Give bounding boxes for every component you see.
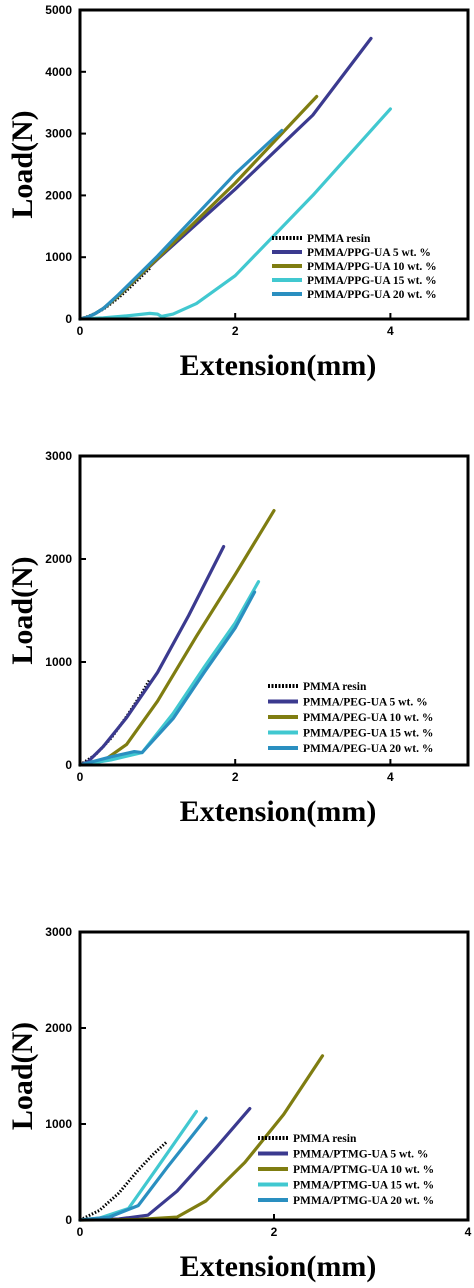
x-axis-label: Extension(mm)	[180, 349, 377, 382]
x-tick-label: 2	[232, 770, 239, 784]
series-line-5	[78, 590, 257, 767]
series-line-5	[78, 128, 284, 321]
x-tick-label: 4	[465, 1225, 472, 1239]
y-tick-label: 2000	[45, 552, 72, 566]
x-tick-label: 0	[77, 770, 84, 784]
legend-label-5: PMMA/PEG-UA 20 wt. %	[303, 743, 433, 755]
y-tick-label: 3000	[45, 127, 72, 141]
y-tick-label: 3000	[45, 449, 72, 463]
legend-label-4: PMMA/PEG-UA 15 wt. %	[303, 728, 433, 740]
plot-frame	[78, 930, 470, 1222]
y-tick-label: 0	[65, 1213, 72, 1227]
y-axis-label: Load(N)	[6, 110, 39, 218]
y-axis-label: Load(N)	[6, 1022, 39, 1130]
plot-frame	[78, 8, 470, 321]
y-tick-label: 1000	[45, 250, 72, 264]
legend-label-4: PMMA/PPG-UA 15 wt. %	[307, 275, 437, 287]
legend-label-1: PMMA resin	[303, 681, 367, 693]
series-line-4	[78, 107, 392, 321]
legend-label-1: PMMA resin	[307, 233, 371, 245]
chart-panel-1: 0 1000 2000 3000 4000 5000 0 2 4 Extension(mm) Loa…	[6, 3, 470, 382]
y-tick-label: 2000	[45, 188, 72, 202]
legend: PMMA resin PMMA/PEG-UA 5 wt. % PMMA/PEG-UA…	[268, 681, 433, 755]
chart-panel-2: 0 1000 2000 3000 0 2 4 Extension(mm) Load(N) PMMA…	[6, 449, 470, 828]
series-line-5	[78, 1116, 208, 1222]
y-tick-label: 4000	[45, 65, 72, 79]
legend-label-1: PMMA resin	[293, 1133, 357, 1145]
x-tick-label: 4	[387, 770, 394, 784]
series-line-2	[78, 545, 226, 767]
y-tick-label: 3000	[45, 925, 72, 939]
x-axis-label: Extension(mm)	[180, 795, 377, 828]
legend-label-3: PMMA/PEG-UA 10 wt. %	[303, 712, 433, 724]
series-line-4	[78, 580, 261, 767]
x-tick-label: 0	[77, 324, 84, 338]
y-tick-label: 0	[65, 758, 72, 772]
y-tick-label: 5000	[45, 3, 72, 17]
legend-label-5: PMMA/PPG-UA 20 wt. %	[307, 289, 437, 301]
legend: PMMA resin PMMA/PTMG-UA 5 wt. % PMMA/PTMG-…	[258, 1133, 434, 1207]
x-axis-label: Extension(mm)	[180, 1250, 377, 1283]
legend-label-4: PMMA/PTMG-UA 15 wt. %	[293, 1180, 434, 1192]
x-tick-label: 2	[232, 324, 239, 338]
y-tick-label: 1000	[45, 655, 72, 669]
y-tick-label: 1000	[45, 1117, 72, 1131]
legend: PMMA resin PMMA/PPG-UA 5 wt. % PMMA/PPG-UA…	[272, 233, 437, 301]
x-tick-label: 4	[387, 324, 394, 338]
legend-label-2: PMMA/PTMG-UA 5 wt. %	[293, 1149, 428, 1161]
legend-label-5: PMMA/PTMG-UA 20 wt. %	[293, 1195, 434, 1207]
chart-panel-3: 0 1000 2000 3000 0 2 4 Extension(mm) Load(N) PMMA…	[6, 925, 472, 1283]
legend-label-2: PMMA/PPG-UA 5 wt. %	[307, 247, 431, 259]
legend-label-2: PMMA/PEG-UA 5 wt. %	[303, 697, 428, 709]
plot-frame	[78, 454, 470, 767]
y-tick-label: 0	[65, 312, 72, 326]
x-tick-label: 2	[271, 1225, 278, 1239]
x-tick-label: 0	[77, 1225, 84, 1239]
legend-label-3: PMMA/PTMG-UA 10 wt. %	[293, 1164, 434, 1176]
y-axis-label: Load(N)	[6, 556, 39, 664]
legend-label-3: PMMA/PPG-UA 10 wt. %	[307, 261, 437, 273]
y-tick-label: 2000	[45, 1021, 72, 1035]
